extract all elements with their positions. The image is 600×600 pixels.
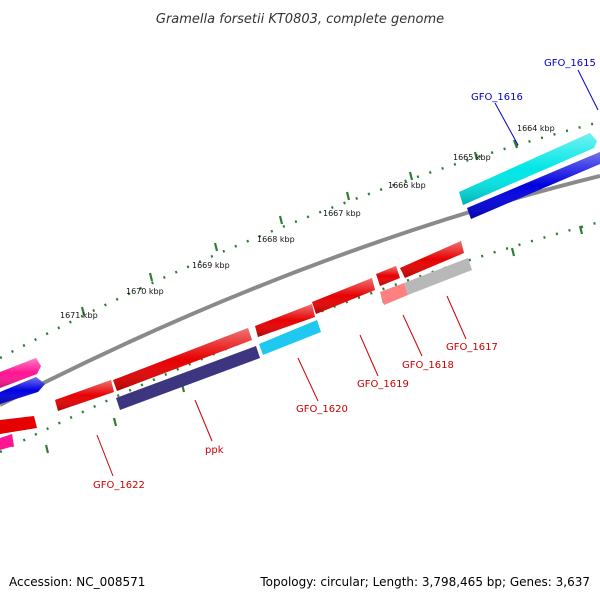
kbp-label: 1669 kbp	[192, 261, 230, 270]
gene-gfo-1618-light	[380, 283, 408, 305]
kbp-label: 1666 kbp	[388, 181, 426, 190]
leader-gfo-1622	[96, 434, 114, 477]
leader-gfo-1617	[446, 295, 467, 340]
gene-gfo-1620-cyan	[259, 320, 321, 355]
tick-inner-i	[44, 444, 50, 454]
forward-genes	[0, 133, 600, 404]
tick-1670	[148, 272, 154, 282]
tick-inner-a	[578, 225, 584, 235]
gene-label[interactable]: GFO_1616	[471, 92, 523, 103]
kbp-labels: 1664 kbp 1665 kbp 1666 kbp 1667 kbp 1668…	[60, 124, 555, 320]
gene-ppk-shade	[113, 328, 252, 391]
leader-gfo-1618	[402, 314, 423, 357]
gene-left-blue-shade	[0, 377, 45, 404]
leader-gfo-1620	[297, 357, 319, 402]
gene-label[interactable]: GFO_1619	[357, 379, 409, 390]
gene-label[interactable]: GFO_1620	[296, 404, 348, 415]
leader-lines	[96, 69, 599, 477]
map-title: Gramella forsetii KT0803, complete genom…	[156, 12, 444, 27]
gene-gfo-1617-shade	[400, 241, 464, 278]
gene-label[interactable]: ppk	[205, 445, 224, 456]
gene-gfo-1615-shade	[467, 152, 600, 219]
leader-ppk	[194, 399, 213, 442]
gene-label[interactable]: GFO_1622	[93, 480, 145, 491]
gene-left-pink-shade	[0, 358, 41, 388]
kbp-label: 1671 kbp	[60, 311, 98, 320]
tick-1664	[512, 139, 519, 149]
gene-gfo-1618-shade	[376, 266, 400, 286]
kbp-label: 1667 kbp	[323, 209, 361, 218]
leader-gfo-1616	[494, 102, 519, 146]
tick-1666	[408, 171, 414, 181]
tick-1665	[473, 151, 479, 161]
leader-gfo-1619	[359, 334, 379, 377]
gene-gfo-1620-shade	[255, 304, 315, 337]
gene-label[interactable]: GFO_1615	[544, 58, 596, 69]
tick-1667	[345, 191, 351, 201]
gene-left-red[interactable]	[0, 416, 37, 434]
gene-left-magenta[interactable]	[0, 434, 14, 450]
gene-gfo-1619-shade	[312, 278, 375, 314]
genome-summary-text: Topology: circular; Length: 3,798,465 bp…	[259, 575, 590, 589]
kbp-label: 1664 kbp	[517, 124, 555, 133]
gene-labels: GFO_1615 GFO_1616 GFO_1617 GFO_1618 GFO_…	[93, 58, 596, 491]
tick-1668	[278, 215, 284, 225]
gene-gfo-1616-shade	[459, 133, 597, 205]
gene-gfo-1617-grey	[404, 258, 472, 295]
tick-1671	[80, 306, 86, 316]
tick-inner-b	[510, 247, 516, 257]
leader-gfo-1615	[577, 69, 599, 111]
outer-tick-ring	[0, 120, 600, 360]
gene-label[interactable]: GFO_1618	[402, 360, 454, 371]
gene-ppk-navy	[116, 346, 260, 410]
gene-label[interactable]: GFO_1617	[446, 342, 498, 353]
tick-1669	[213, 242, 219, 252]
gene-gfo-1622-shade	[55, 380, 114, 411]
accession-text: Accession: NC_008571	[9, 575, 145, 589]
kbp-label: 1665 kbp	[453, 153, 491, 162]
kbp-label: 1670 kbp	[126, 287, 164, 296]
genome-backbone	[0, 174, 600, 407]
tick-inner-h	[112, 417, 118, 427]
reverse-genes	[0, 241, 472, 450]
kbp-label: 1668 kbp	[257, 235, 295, 244]
